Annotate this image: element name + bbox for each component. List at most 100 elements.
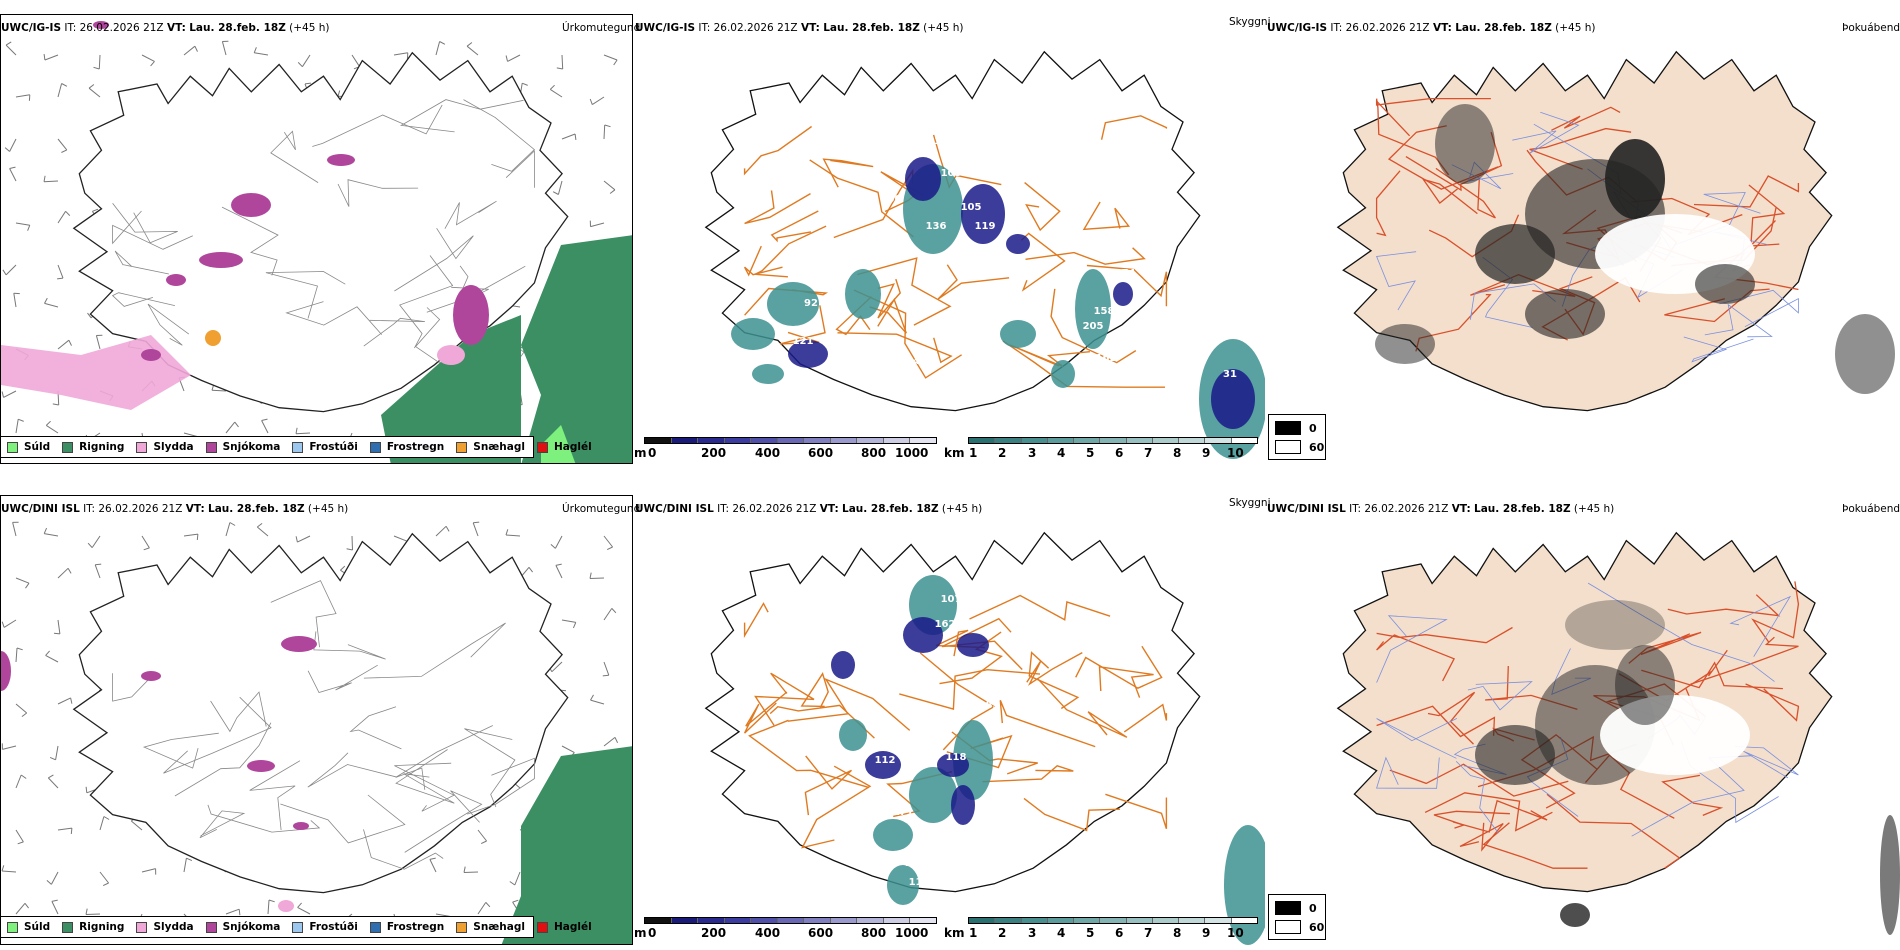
colorbar-cell — [1021, 438, 1048, 443]
wind-barb-flag — [505, 55, 508, 62]
colorbar-m-tick: 800 — [861, 446, 887, 460]
wind-barb-flag — [45, 650, 50, 656]
visibility-value-label: 31 — [1223, 369, 1237, 380]
wind-barb-flag — [88, 84, 95, 89]
legend-swatch — [292, 921, 304, 933]
wind-barb — [15, 647, 18, 663]
header-precip-row2: UWC/DINI ISL IT: 26.02.2026 21Z VT: Lau.… — [1, 503, 349, 515]
colorbar-m-row2: m 0 200 400 600 800 1000 — [634, 917, 939, 940]
legend-swatch — [456, 921, 468, 933]
road-line — [307, 752, 398, 788]
road-line — [1719, 289, 1799, 328]
wind-barb-flag — [65, 210, 71, 216]
road-line — [280, 794, 406, 844]
low-visibility-area — [1224, 825, 1265, 945]
panel-precip-type-row2 — [0, 495, 633, 945]
wind-barb — [561, 54, 564, 70]
road-line — [743, 602, 769, 639]
legend-swatch — [62, 921, 74, 933]
colorbar-km-tick: 1 — [969, 926, 978, 940]
road-line — [399, 255, 454, 349]
road-line — [1100, 115, 1168, 140]
wind-barb-flag — [473, 521, 480, 524]
wind-barb — [15, 902, 26, 915]
colorbar-cell — [910, 438, 937, 443]
low-visibility-area — [1051, 360, 1075, 388]
road-line — [1452, 799, 1548, 833]
fog-index-area — [1880, 815, 1900, 935]
wind-barb — [141, 54, 155, 62]
colorbar-m-tick: 1000 — [895, 446, 929, 460]
low-visibility-area — [1113, 282, 1133, 306]
road-line — [857, 257, 952, 326]
colorbar-cell — [777, 438, 805, 443]
fog-swatch-60 — [1275, 920, 1301, 934]
road-line — [1459, 822, 1504, 852]
road-line — [207, 804, 321, 833]
road-line — [1405, 132, 1503, 192]
sleet-area — [437, 345, 465, 365]
wind-barb-flag — [67, 568, 72, 574]
colorbar-m-tick: 600 — [808, 446, 834, 460]
wind-barb-flag — [552, 191, 559, 195]
low-visibility-area — [788, 340, 828, 368]
fog-legend-row1: 0 60 — [1268, 414, 1326, 460]
title-fog-row2: Þokuábendi — [1842, 503, 1900, 515]
low-visibility-area — [903, 617, 943, 653]
wind-barb — [589, 577, 605, 579]
colorbar-cell — [1231, 918, 1257, 923]
low-visibility-area — [767, 282, 819, 326]
wind-barb-flag — [27, 225, 31, 231]
road-line — [752, 225, 827, 278]
road-line — [800, 672, 829, 709]
low-visibility-area — [951, 785, 975, 825]
wind-barb-flag — [24, 902, 30, 909]
wind-barb-flag — [1, 621, 5, 628]
wind-barb-flag — [528, 567, 533, 573]
colorbar-cell — [1074, 918, 1101, 923]
colorbar-km-tick: 8 — [1173, 446, 1182, 460]
visibility-value-label: 205 — [1083, 321, 1104, 332]
legend-swatch — [536, 441, 548, 453]
wind-barb-flag — [143, 547, 150, 551]
wind-barb — [50, 871, 59, 885]
wind-barb-flag — [445, 526, 450, 532]
fog-index-area — [1475, 725, 1555, 785]
colorbar-cell — [830, 438, 858, 443]
wind-barb-flag — [297, 902, 302, 908]
wind-barb — [130, 820, 143, 831]
legend-item-snaehagl: Snæhagl — [456, 441, 525, 453]
wind-barb — [435, 913, 450, 917]
wind-barb — [557, 180, 563, 195]
wind-barb-flag — [480, 840, 487, 845]
wind-barb — [463, 871, 479, 873]
low-visibility-area — [873, 819, 913, 851]
fog-swatch-0 — [1275, 901, 1301, 915]
wind-barb — [57, 619, 61, 634]
wind-barb — [295, 432, 311, 435]
wind-barb-flag — [522, 82, 528, 86]
snow-pellet-area — [205, 330, 221, 346]
road-line — [363, 317, 425, 347]
colorbar-cell — [698, 918, 725, 923]
road-line — [1529, 127, 1632, 170]
road-line — [1376, 626, 1513, 644]
road-line — [1546, 793, 1681, 869]
road-line — [1023, 797, 1121, 832]
wind-barb-flag — [95, 563, 102, 566]
legend-item-frostudi: Frostúði — [292, 441, 358, 453]
road-line — [787, 677, 911, 731]
wind-barb — [603, 180, 616, 191]
road-line — [748, 719, 870, 789]
wind-barb-flag — [43, 54, 46, 61]
colorbar-m-unit: m — [634, 926, 647, 940]
road-line — [395, 725, 493, 790]
legend-swatch — [136, 441, 148, 453]
road-line — [1376, 615, 1448, 683]
wind-barb-flag — [1, 391, 4, 398]
road-line — [270, 130, 319, 183]
wind-barb-flag — [93, 66, 100, 70]
road-line — [163, 696, 272, 774]
wind-barb-flag — [70, 828, 73, 835]
road-line — [394, 227, 474, 292]
